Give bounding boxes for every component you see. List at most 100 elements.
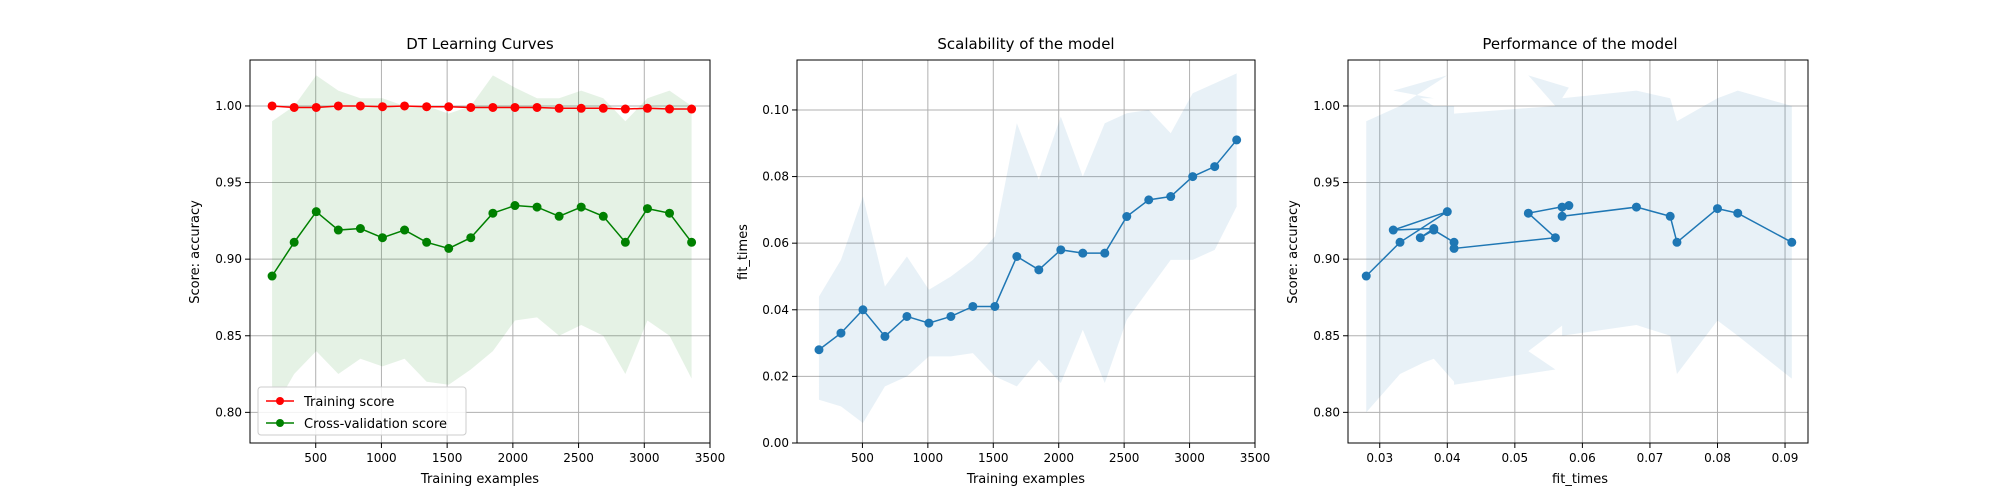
x-axis-label: Training examples bbox=[966, 472, 1085, 487]
data-point bbox=[1361, 271, 1371, 281]
data-point bbox=[1100, 248, 1110, 258]
y-tick-label: 0.80 bbox=[1313, 405, 1340, 419]
legend-box bbox=[257, 386, 467, 436]
data-point bbox=[488, 102, 498, 112]
data-point bbox=[400, 225, 410, 235]
x-tick-label: 3500 bbox=[695, 451, 726, 465]
x-tick-label: 2000 bbox=[1043, 451, 1074, 465]
data-point bbox=[665, 208, 675, 218]
y-axis-label: fit_times bbox=[736, 224, 751, 280]
x-tick-label: 0.07 bbox=[1637, 451, 1664, 465]
data-point bbox=[1122, 212, 1132, 222]
std-band bbox=[1366, 75, 1792, 413]
data-point bbox=[267, 101, 277, 111]
y-tick-label: 0.85 bbox=[215, 329, 242, 343]
data-point bbox=[946, 311, 956, 321]
data-point bbox=[1012, 251, 1022, 261]
performance-panel: Performance of the model fit_times Score… bbox=[1286, 35, 1809, 487]
x-tick-label: 500 bbox=[304, 451, 327, 465]
data-point bbox=[1550, 233, 1560, 243]
data-point bbox=[1210, 162, 1220, 172]
x-tick-label: 1500 bbox=[432, 451, 463, 465]
data-point bbox=[311, 207, 321, 217]
data-point bbox=[665, 104, 675, 114]
x-tick-label: 0.08 bbox=[1704, 451, 1731, 465]
data-point bbox=[554, 103, 564, 113]
data-point bbox=[814, 345, 824, 355]
chart-title: Scalability of the model bbox=[937, 35, 1114, 53]
data-point bbox=[1557, 211, 1567, 221]
data-point bbox=[1034, 265, 1044, 275]
data-point bbox=[333, 225, 343, 235]
data-point bbox=[1665, 211, 1675, 221]
data-point bbox=[1712, 204, 1722, 214]
y-axis-label: Score: accuracy bbox=[1286, 200, 1301, 304]
data-point bbox=[968, 301, 978, 311]
data-point bbox=[687, 104, 697, 114]
data-point bbox=[1232, 135, 1242, 145]
legend-label: Cross-validation score bbox=[304, 417, 447, 432]
x-tick-label: 1000 bbox=[366, 451, 397, 465]
data-point bbox=[1166, 192, 1176, 202]
data-point bbox=[687, 237, 697, 247]
data-point bbox=[836, 328, 846, 338]
data-point bbox=[576, 103, 586, 113]
y-tick-label: 0.04 bbox=[762, 303, 789, 317]
data-point bbox=[466, 233, 476, 243]
axes-frame bbox=[249, 59, 711, 444]
y-tick-label: 0.80 bbox=[215, 405, 242, 419]
chart-title: DT Learning Curves bbox=[406, 35, 554, 53]
data-point bbox=[1395, 237, 1405, 247]
data-point bbox=[1733, 208, 1743, 218]
data-point bbox=[1557, 202, 1567, 212]
data-point bbox=[1672, 237, 1682, 247]
x-tick-label: 3000 bbox=[1174, 451, 1205, 465]
data-point bbox=[576, 202, 586, 212]
x-axis-label: fit_times bbox=[1552, 472, 1608, 487]
data-point bbox=[377, 233, 387, 243]
data-point bbox=[642, 204, 652, 214]
data-point bbox=[532, 202, 542, 212]
x-tick-label: 2500 bbox=[1109, 451, 1140, 465]
data-point bbox=[444, 102, 454, 112]
data-point bbox=[1188, 172, 1198, 182]
y-tick-label: 1.00 bbox=[215, 99, 242, 113]
data-point bbox=[311, 102, 321, 112]
data-point bbox=[620, 237, 630, 247]
x-tick-label: 1000 bbox=[913, 451, 944, 465]
data-point bbox=[510, 102, 520, 112]
data-point bbox=[858, 305, 868, 315]
data-point bbox=[1449, 243, 1459, 253]
x-tick-label: 2500 bbox=[563, 451, 594, 465]
data-point bbox=[289, 102, 299, 112]
data-point bbox=[355, 224, 365, 234]
x-tick-label: 2000 bbox=[498, 451, 529, 465]
std-band bbox=[272, 75, 692, 413]
x-tick-label: 3000 bbox=[629, 451, 660, 465]
x-tick-label: 1500 bbox=[978, 451, 1009, 465]
x-tick-label: 0.04 bbox=[1434, 451, 1461, 465]
axes-frame bbox=[796, 59, 1256, 444]
y-tick-label: 0.90 bbox=[1313, 252, 1340, 266]
data-point bbox=[642, 103, 652, 113]
data-point bbox=[333, 101, 343, 111]
chart-title: Performance of the model bbox=[1482, 35, 1677, 53]
y-tick-label: 0.08 bbox=[762, 170, 789, 184]
axes-frame bbox=[1347, 59, 1809, 444]
learning-curves-panel: DT Learning Curves Training examples Sco… bbox=[188, 35, 725, 487]
y-tick-label: 0.90 bbox=[215, 252, 242, 266]
data-point bbox=[1631, 202, 1641, 212]
data-point bbox=[598, 103, 608, 113]
data-point bbox=[1787, 237, 1797, 247]
data-point bbox=[1144, 195, 1154, 205]
y-axis-label: Score: accuracy bbox=[188, 200, 203, 304]
data-point bbox=[422, 102, 432, 112]
data-point bbox=[1523, 208, 1533, 218]
y-tick-label: 0.85 bbox=[1313, 329, 1340, 343]
x-tick-label: 0.03 bbox=[1366, 451, 1393, 465]
std-band bbox=[818, 73, 1237, 424]
x-tick-label: 0.06 bbox=[1569, 451, 1596, 465]
x-tick-label: 0.09 bbox=[1772, 451, 1799, 465]
x-axis-label: Training examples bbox=[420, 472, 539, 487]
legend-label: Training score bbox=[303, 395, 394, 410]
